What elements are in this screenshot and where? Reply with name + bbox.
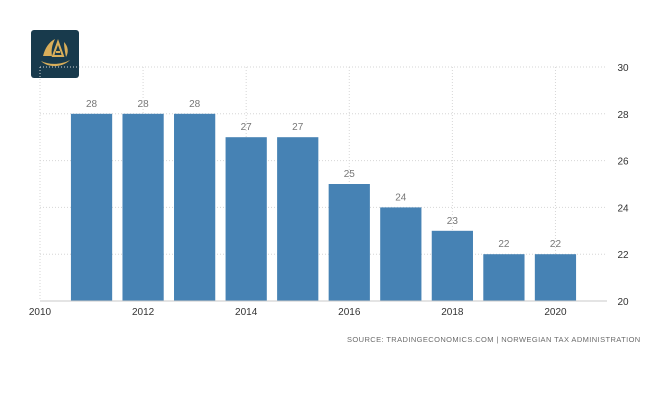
data-label: 24: [395, 192, 407, 203]
x-tick-label: 2010: [29, 307, 52, 318]
y-tick-label: 22: [617, 250, 629, 261]
data-label: 28: [189, 99, 201, 110]
bar: [225, 137, 267, 301]
y-tick-label: 28: [617, 110, 629, 121]
x-tick-label: 2018: [441, 307, 464, 318]
source-note: SOURCE: TRADINGECONOMICS.COM | NORWEGIAN…: [347, 335, 641, 344]
bar: [534, 254, 577, 301]
y-tick-label: 26: [617, 157, 629, 168]
y-tick-label: 30: [617, 63, 629, 74]
data-label: 27: [292, 122, 304, 133]
data-label: 28: [86, 99, 98, 110]
bar: [431, 230, 473, 301]
x-tick-label: 2012: [132, 307, 155, 318]
data-label: 27: [241, 122, 253, 133]
x-tick-label: 2014: [235, 307, 258, 318]
bar: [328, 184, 370, 301]
x-tick-label: 2020: [544, 307, 567, 318]
data-label: 28: [138, 99, 150, 110]
bar: [174, 113, 216, 301]
bar: [380, 207, 422, 301]
brand-logo: [31, 30, 79, 78]
data-label: 22: [498, 239, 510, 250]
data-label: 22: [550, 239, 562, 250]
y-tick-label: 20: [617, 297, 629, 308]
y-tick-label: 24: [617, 203, 629, 214]
bar: [483, 254, 525, 301]
data-label: 23: [447, 216, 459, 227]
bar: [122, 113, 164, 301]
bar: [70, 113, 113, 301]
x-tick-label: 2016: [338, 307, 361, 318]
bar: [277, 137, 319, 301]
brand-logo-emblem: [41, 39, 70, 67]
data-label: 25: [344, 169, 356, 180]
